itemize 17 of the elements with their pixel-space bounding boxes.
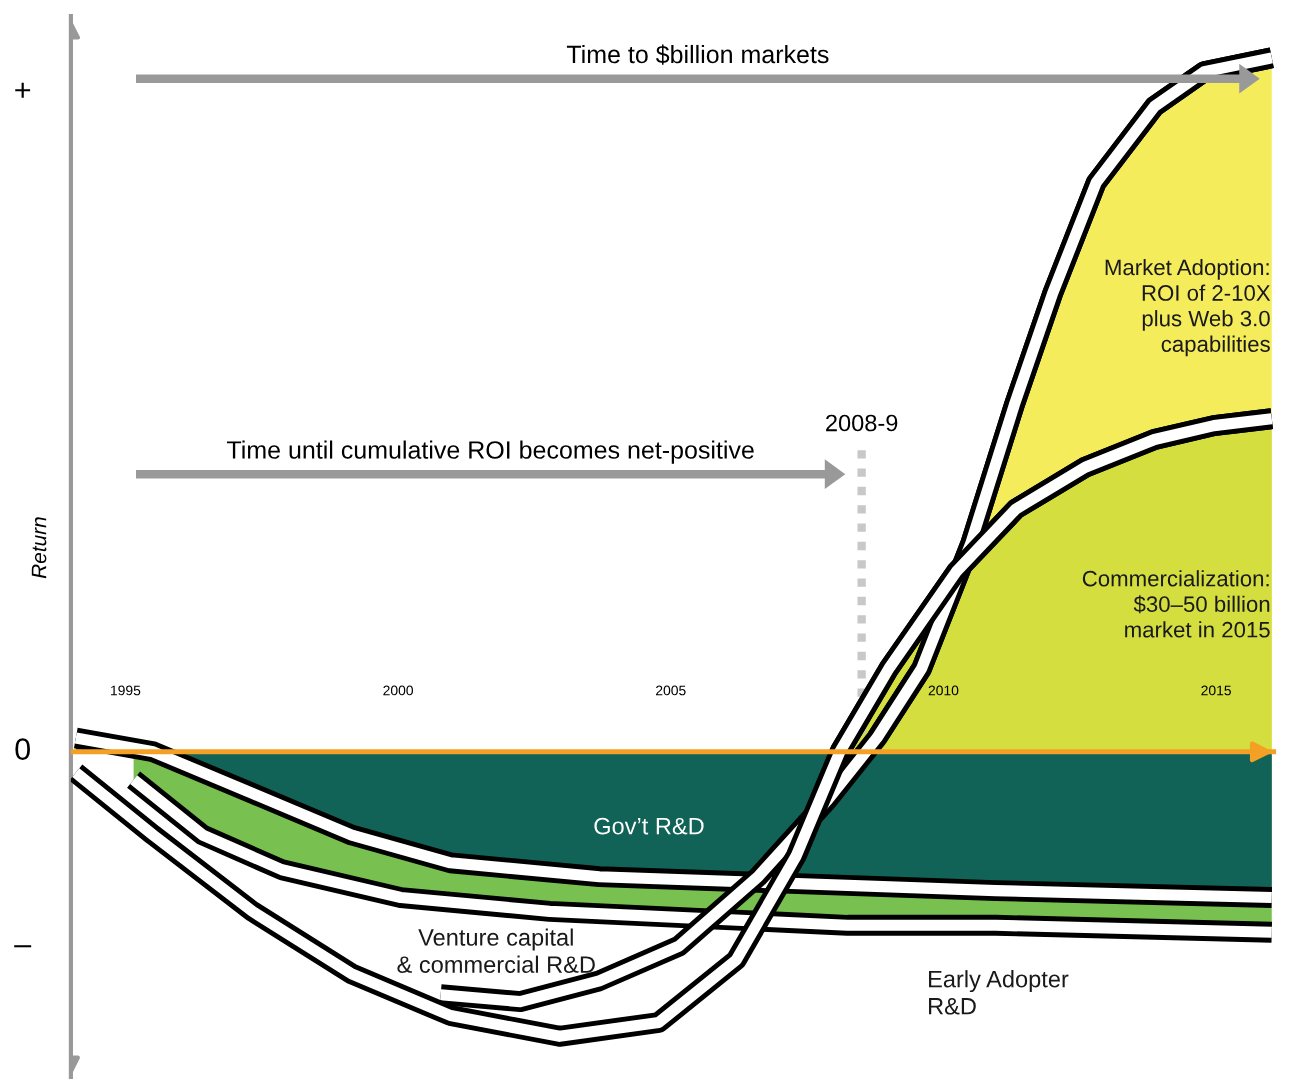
annotation: Gov’t R&D (594, 817, 704, 835)
annotation: Early Adopter R&D (929, 970, 1069, 1015)
y-axis-title: Return (31, 517, 47, 579)
x-tick-label: 1995 (111, 685, 141, 696)
x-tick-label: 2010 (928, 685, 959, 696)
ref-line-label: 2008-9 (826, 414, 898, 432)
annotation: Time until cumulative ROI becomes net-positive (226, 440, 754, 464)
annotation: Venture capital & commercial R&D (397, 928, 595, 973)
annotation: Market Adoption: ROI of 2-10X plus Web 3.0 capabilities (1105, 258, 1271, 357)
x-tick-label: 2015 (1201, 685, 1231, 696)
text: + (15, 82, 31, 98)
text: – (14, 945, 32, 948)
x-tick-label: 2005 (656, 685, 686, 696)
x-tick-label: 2000 (383, 685, 414, 696)
annotation: Time to $billion markets (566, 44, 829, 65)
annotation: Commercialization: $30–50 billion market in 2015 (1082, 570, 1270, 638)
text: 0 (15, 738, 30, 760)
